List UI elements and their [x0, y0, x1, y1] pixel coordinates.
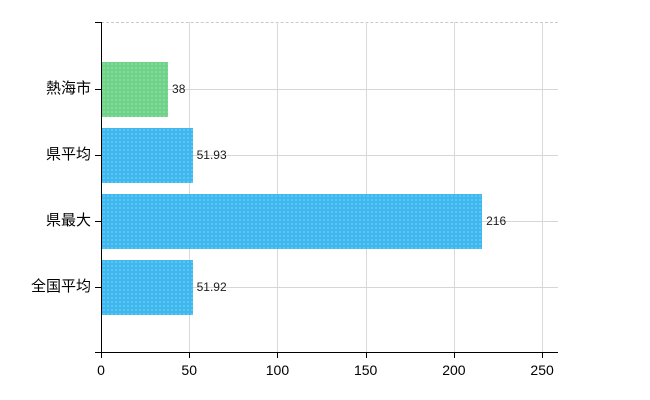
x-gridline: [277, 22, 279, 352]
x-axis-tick: [277, 352, 279, 358]
value-label-3: 216: [486, 214, 507, 228]
y-axis-line: [101, 22, 102, 358]
y-gridline: [101, 155, 558, 156]
y-axis-tick: [95, 22, 101, 23]
x-axis-line: [95, 352, 558, 353]
x-gridline: [453, 22, 455, 352]
x-axis-tick: [189, 352, 191, 358]
x-axis-tick: [365, 352, 367, 358]
x-tick-label: 0: [97, 362, 105, 378]
y-gridline: [101, 89, 558, 90]
bar-3: [102, 193, 483, 249]
plot-top-border: [101, 22, 558, 23]
x-tick-label: 200: [442, 362, 466, 378]
bar-4: [102, 259, 193, 315]
y-axis-tick: [95, 89, 101, 90]
x-tick-label: 250: [530, 362, 554, 378]
category-label-3: 県最大: [45, 212, 91, 229]
x-axis-tick: [453, 352, 455, 358]
x-axis-tick: [542, 352, 544, 358]
y-axis-tick: [95, 221, 101, 222]
value-label-1: 38: [172, 82, 186, 96]
y-axis-tick: [95, 155, 101, 156]
bar-1: [102, 61, 169, 117]
category-label-2: 県平均: [45, 146, 91, 163]
y-axis-tick: [95, 287, 101, 288]
bar-2: [102, 127, 193, 183]
category-label-4: 全国平均: [30, 278, 91, 295]
x-tick-label: 150: [353, 362, 378, 378]
category-label-1: 熱海市: [45, 80, 91, 97]
value-label-4: 51.92: [196, 280, 227, 294]
x-gridline: [189, 22, 191, 352]
value-label-2: 51.93: [196, 148, 227, 162]
x-gridline: [365, 22, 367, 352]
x-gridline: [542, 22, 544, 352]
x-tick-label: 50: [181, 362, 197, 378]
y-gridline: [101, 287, 558, 288]
x-tick-label: 100: [265, 362, 290, 378]
x-axis-tick: [101, 352, 102, 358]
